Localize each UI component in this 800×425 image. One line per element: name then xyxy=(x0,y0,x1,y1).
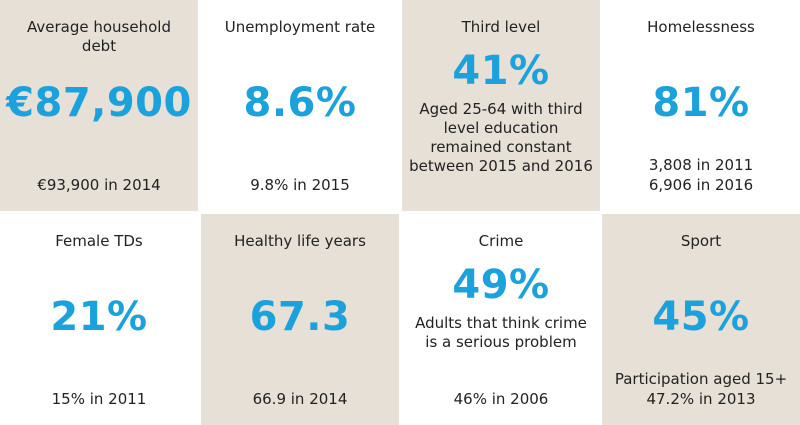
tile: Unemployment rate 8.6% 9.8% in 2015 xyxy=(201,0,399,211)
tile-note: 9.8% in 2015 xyxy=(250,176,350,194)
tile-value: 49% xyxy=(452,262,550,308)
tile-title: Average household debt xyxy=(27,18,171,55)
tile-title: Female TDs xyxy=(55,232,143,250)
tile-value: €87,900 xyxy=(6,80,192,126)
tile-notes: €93,900 in 2014 xyxy=(4,175,194,195)
tile-title: Crime xyxy=(478,232,524,250)
tile: Crime 49% Adults that think crime is a ser… xyxy=(402,214,600,425)
tile-note: 6,906 in 2016 xyxy=(648,176,754,194)
tile-notes: Participation aged 15+ 47.2% in 2013 xyxy=(606,369,796,409)
tile-title: Unemployment rate xyxy=(224,18,376,36)
tile-value: 8.6% xyxy=(243,80,357,126)
tile: Third level 41% Aged 25-64 with third leve… xyxy=(402,0,600,211)
tile-note: 3,808 in 2011 xyxy=(648,156,754,174)
tile-title: Sport xyxy=(680,232,722,250)
tile-note: €93,900 in 2014 xyxy=(37,176,161,194)
tile-notes: 66.9 in 2014 xyxy=(205,389,395,409)
tile-description: Aged 25-64 with third level education re… xyxy=(409,100,593,175)
tile-notes: 9.8% in 2015 xyxy=(205,175,395,195)
tile-title: Healthy life years xyxy=(234,232,366,250)
tile-notes: 3,808 in 2011 6,906 in 2016 xyxy=(606,155,796,195)
tile-value: 41% xyxy=(452,48,550,94)
tile-title: Homelessness xyxy=(647,18,755,36)
tile: Homelessness 81% 3,808 in 2011 6,906 in 201… xyxy=(602,0,800,211)
tile: Sport 45% Participation aged 15+ 47.2% in 2… xyxy=(602,214,800,425)
tile-note: 46% in 2006 xyxy=(453,390,549,408)
tile-value: 21% xyxy=(50,294,148,340)
tile-value: 67.3 xyxy=(249,294,351,340)
tile-description: Adults that think crime is a serious pro… xyxy=(415,314,587,351)
tile: Healthy life years 67.3 66.9 in 2014 xyxy=(201,214,399,425)
tile-value: 45% xyxy=(652,294,750,340)
tile: Female TDs 21% 15% in 2011 xyxy=(0,214,198,425)
tile-note: 66.9 in 2014 xyxy=(252,390,348,408)
tile-note: 47.2% in 2013 xyxy=(646,390,756,408)
tile-note: 15% in 2011 xyxy=(51,390,147,408)
tile-notes: 15% in 2011 xyxy=(4,389,194,409)
tile-notes: 46% in 2006 xyxy=(406,389,596,409)
tile-title: Third level xyxy=(461,18,541,36)
tile-value: 81% xyxy=(652,80,750,126)
tile-note: Participation aged 15+ xyxy=(614,370,788,388)
tile: Average household debt €87,900 €93,900 in … xyxy=(0,0,198,211)
